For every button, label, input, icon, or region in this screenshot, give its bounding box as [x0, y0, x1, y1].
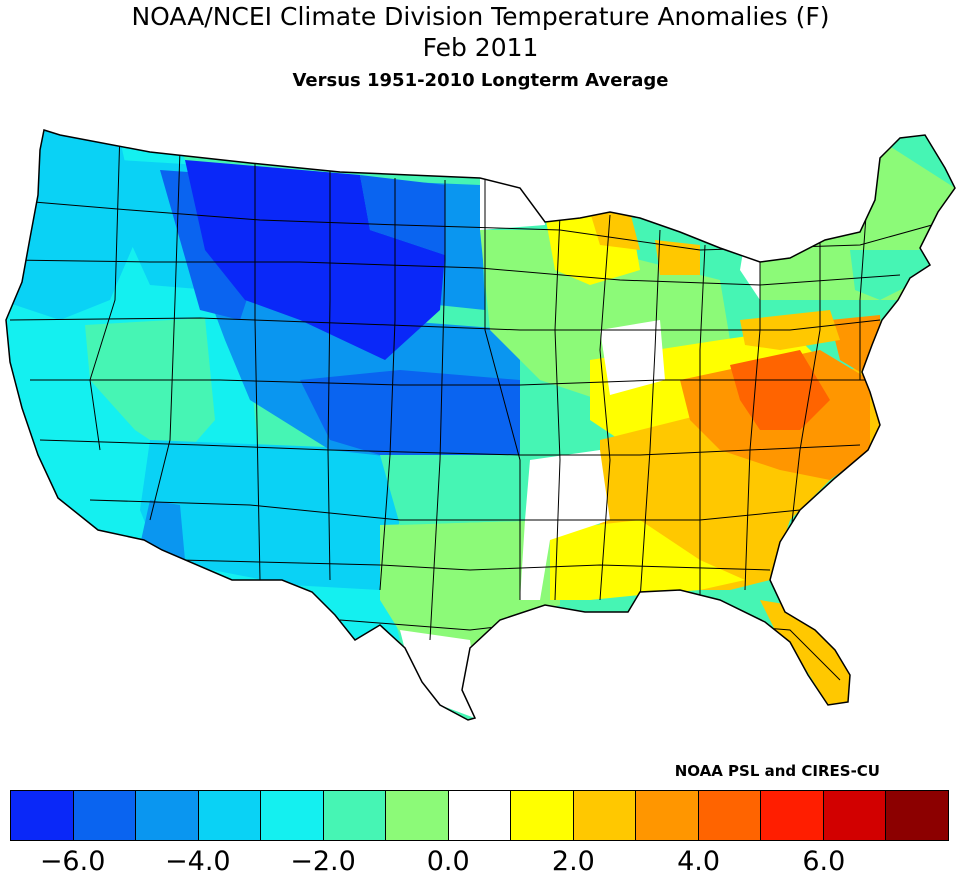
legend-swatch	[823, 791, 887, 840]
credit-label: NOAA PSL and CIRES-CU	[674, 762, 880, 780]
region-fill	[400, 630, 480, 720]
legend-swatch	[73, 791, 137, 840]
region-fill	[520, 450, 610, 600]
legend-tick-label: 2.0	[551, 846, 595, 877]
division-boundaries	[9, 130, 951, 681]
color-legend-bar	[10, 790, 949, 841]
legend-tick-label: −4.0	[165, 846, 231, 877]
map-subtitle-date: Feb 2011	[422, 33, 539, 62]
legend-swatch	[136, 791, 199, 840]
map-subtitle-baseline: Versus 1951-2010 Longterm Average	[292, 70, 669, 91]
legend-tick-label: 6.0	[802, 846, 846, 877]
legend-swatch	[261, 791, 324, 840]
legend-swatch	[636, 791, 699, 840]
legend-tick-label: −2.0	[290, 846, 356, 877]
anomaly-color-fields	[6, 130, 955, 720]
legend-swatch	[198, 791, 262, 840]
legend-swatch	[573, 791, 637, 840]
region-fill	[85, 318, 215, 460]
region-fill	[185, 160, 445, 360]
region-fill	[140, 440, 400, 590]
legend-tick-label: 4.0	[677, 846, 721, 877]
map-title: NOAA/NCEI Climate Division Temperature A…	[131, 2, 830, 31]
region-fill	[360, 175, 445, 255]
legend-swatch	[386, 791, 449, 840]
region-fill	[300, 370, 520, 455]
legend-tick-label: −6.0	[39, 846, 106, 877]
legend-swatch	[761, 791, 824, 840]
legend-tick-label: 0.0	[426, 846, 470, 877]
region-fill	[550, 520, 745, 600]
legend-swatch	[323, 791, 387, 840]
legend-swatch	[448, 791, 512, 840]
region-fill	[655, 240, 700, 275]
region-fill	[380, 520, 560, 650]
region-fill	[480, 175, 545, 230]
legend-swatch	[886, 791, 948, 840]
region-fill	[590, 212, 640, 250]
us-climate-division-map	[5, 129, 956, 721]
region-fill	[380, 455, 540, 525]
legend-swatch	[511, 791, 574, 840]
legend-swatch	[11, 791, 74, 840]
legend-swatch	[698, 791, 762, 840]
region-fill	[600, 320, 665, 395]
region-fill	[850, 250, 930, 300]
region-fill	[730, 350, 830, 430]
